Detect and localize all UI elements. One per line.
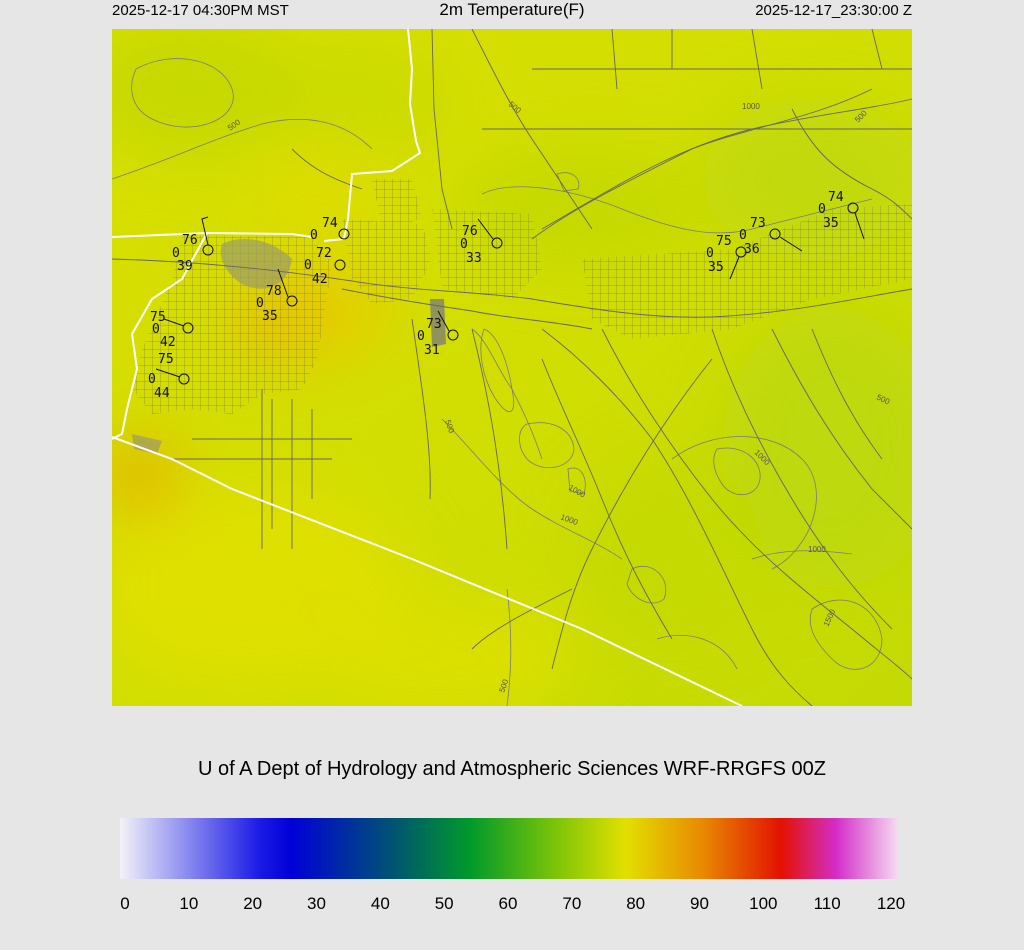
station-dewpoint: 33: [466, 251, 482, 266]
wind-barb: [163, 318, 185, 327]
map-title: 2m Temperature(F): [439, 0, 585, 19]
wind-barb: [854, 212, 865, 240]
station-wind: 0: [818, 202, 826, 217]
station-dewpoint: 35: [823, 216, 839, 231]
color-scale-tick-label: 70: [562, 894, 582, 913]
wind-barb: [477, 218, 494, 240]
station-marker: [447, 329, 459, 341]
color-scale-tick-label: 20: [243, 894, 263, 913]
station-wind: 0: [148, 372, 156, 387]
station-plot: 75 0 44: [148, 352, 190, 401]
station-wind: 0: [739, 228, 747, 243]
contour-label: 1000: [742, 102, 760, 111]
station-plot: 75 0 42: [150, 310, 194, 350]
color-scale-tick-label: 100: [749, 894, 778, 913]
station-dewpoint: 35: [262, 309, 278, 324]
station-marker: [178, 373, 190, 385]
station-temp: 73: [426, 317, 442, 332]
model-credit: U of A Dept of Hydrology and Atmospheric…: [197, 758, 827, 780]
station-plot: 73 0 36: [739, 216, 803, 257]
station-marker: [338, 228, 350, 240]
color-scale-tick-label: 50: [434, 894, 454, 913]
road-network: [112, 29, 912, 706]
terrain-contours: [112, 58, 883, 706]
temperature-map: 500 500 500 500 500 500 1000 1000 1000 1…: [112, 29, 912, 706]
station-dewpoint: 44: [154, 386, 170, 401]
wind-barb: [201, 216, 209, 246]
station-dewpoint: 36: [744, 242, 760, 257]
station-wind: 0: [172, 246, 180, 261]
contour-label: 500: [497, 678, 510, 694]
station-plots: 76 0 39 74 0 72 0 42 78 0 35 75 0: [148, 190, 865, 401]
station-marker: [847, 202, 859, 214]
station-temp: 74: [322, 216, 338, 231]
wind-barb: [729, 256, 740, 280]
station-wind: 0: [310, 228, 318, 243]
station-plot: 76 0 39: [172, 216, 214, 274]
station-wind: 0: [256, 296, 264, 311]
color-scale-tick-label: 60: [498, 894, 518, 913]
station-marker: [334, 259, 346, 271]
station-dewpoint: 42: [312, 272, 328, 287]
station-temp: 76: [462, 224, 478, 239]
color-scale-gradient: [120, 818, 898, 879]
station-dewpoint: 31: [424, 343, 440, 358]
wind-barb: [437, 310, 450, 332]
station-marker: [769, 228, 781, 240]
station-plot: 78 0 35: [256, 268, 298, 324]
station-temp: 75: [716, 234, 732, 249]
station-wind: 0: [304, 258, 312, 273]
station-marker: [182, 322, 194, 334]
station-plot: 74 0 35: [818, 190, 865, 240]
color-scale-tick-label: 110: [813, 894, 841, 913]
valid-time-local: 2025-12-17 04:30PM MST: [112, 2, 289, 19]
station-marker: [286, 295, 298, 307]
wind-barb: [277, 268, 289, 298]
station-marker: [735, 246, 747, 258]
contour-label: 1000: [808, 545, 826, 554]
station-wind: 0: [417, 329, 425, 344]
station-marker: [491, 237, 503, 249]
station-temp: 73: [750, 216, 766, 231]
station-dewpoint: 42: [160, 335, 176, 350]
wind-barb: [155, 368, 181, 378]
station-temp: 78: [266, 284, 282, 299]
station-plot: 75 0 35: [706, 234, 747, 280]
station-temp: 74: [828, 190, 844, 205]
valid-time-utc: 2025-12-17_23:30:00 Z: [755, 2, 912, 19]
station-plot: 73 0 31: [417, 310, 459, 358]
color-scale-tick-label: 10: [179, 894, 199, 913]
station-dewpoint: 35: [708, 260, 724, 275]
station-wind: 0: [460, 237, 468, 252]
contour-label: 500: [443, 419, 456, 435]
station-temp: 72: [316, 246, 332, 261]
color-scale-tick-label: 90: [690, 894, 709, 913]
color-scale-bar: [120, 818, 898, 879]
station-temp: 75: [150, 310, 166, 325]
station-temp: 75: [158, 352, 174, 367]
station-dewpoint: 39: [177, 259, 193, 274]
station-plot: 74 0: [310, 216, 350, 243]
color-scale-tick-label: 120: [876, 894, 906, 913]
station-plot: 72 0 42: [304, 246, 346, 287]
station-temp: 76: [182, 233, 198, 248]
color-scale-tick-label: 30: [307, 894, 326, 913]
color-scale-ticks: 0 10 20 30 40 50 60 70 80 90 100 110 120: [0, 894, 1024, 918]
color-scale-tick-label: 0: [120, 894, 130, 913]
station-wind: 0: [152, 322, 160, 337]
color-scale-tick-label: 80: [626, 894, 646, 913]
color-scale-tick-label: 40: [370, 894, 390, 913]
station-plot: 76 0 33: [460, 218, 503, 266]
wind-barb: [779, 236, 803, 252]
station-wind: 0: [706, 246, 714, 261]
